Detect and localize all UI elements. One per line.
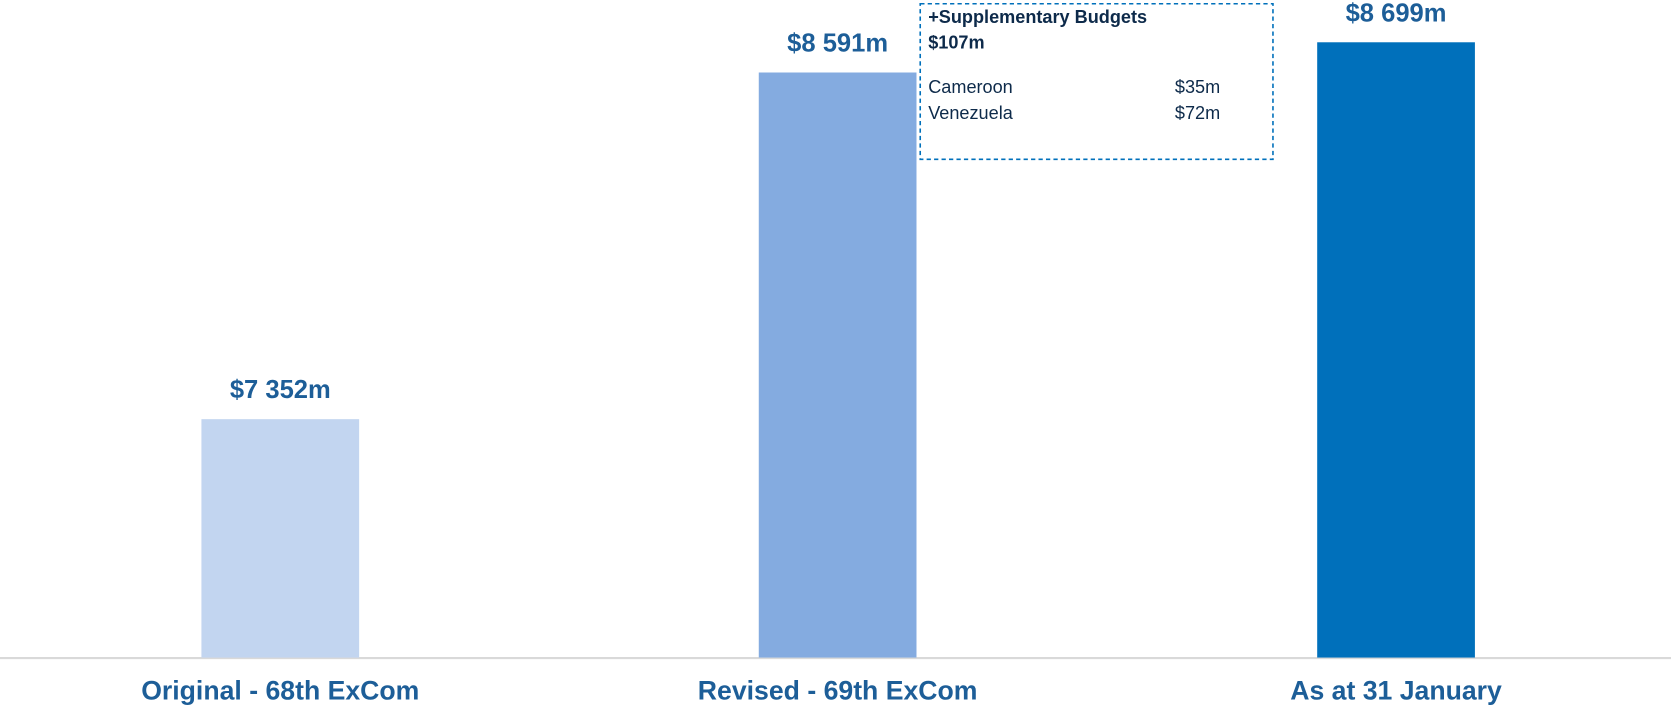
bar: [758, 72, 917, 658]
annotation-item-amount: $35m: [1175, 77, 1220, 97]
x-tick-label: Original - 68th ExCom: [141, 676, 419, 706]
value-label: $8 699m: [1346, 0, 1447, 27]
annotation-item-amount: $72m: [1175, 103, 1220, 123]
x-tick-label: As at 31 January: [1290, 676, 1502, 706]
annotation-total: $107m: [928, 33, 984, 53]
annotation-item-name: Venezuela: [928, 103, 1014, 123]
bar: [201, 419, 360, 658]
bar: [1317, 42, 1475, 658]
annotation-item-name: Cameroon: [928, 77, 1013, 97]
value-label: $8 591m: [787, 30, 888, 58]
value-label: $7 352m: [230, 376, 331, 404]
annotation-title: +Supplementary Budgets: [928, 7, 1147, 27]
x-tick-label: Revised - 69th ExCom: [698, 676, 978, 706]
